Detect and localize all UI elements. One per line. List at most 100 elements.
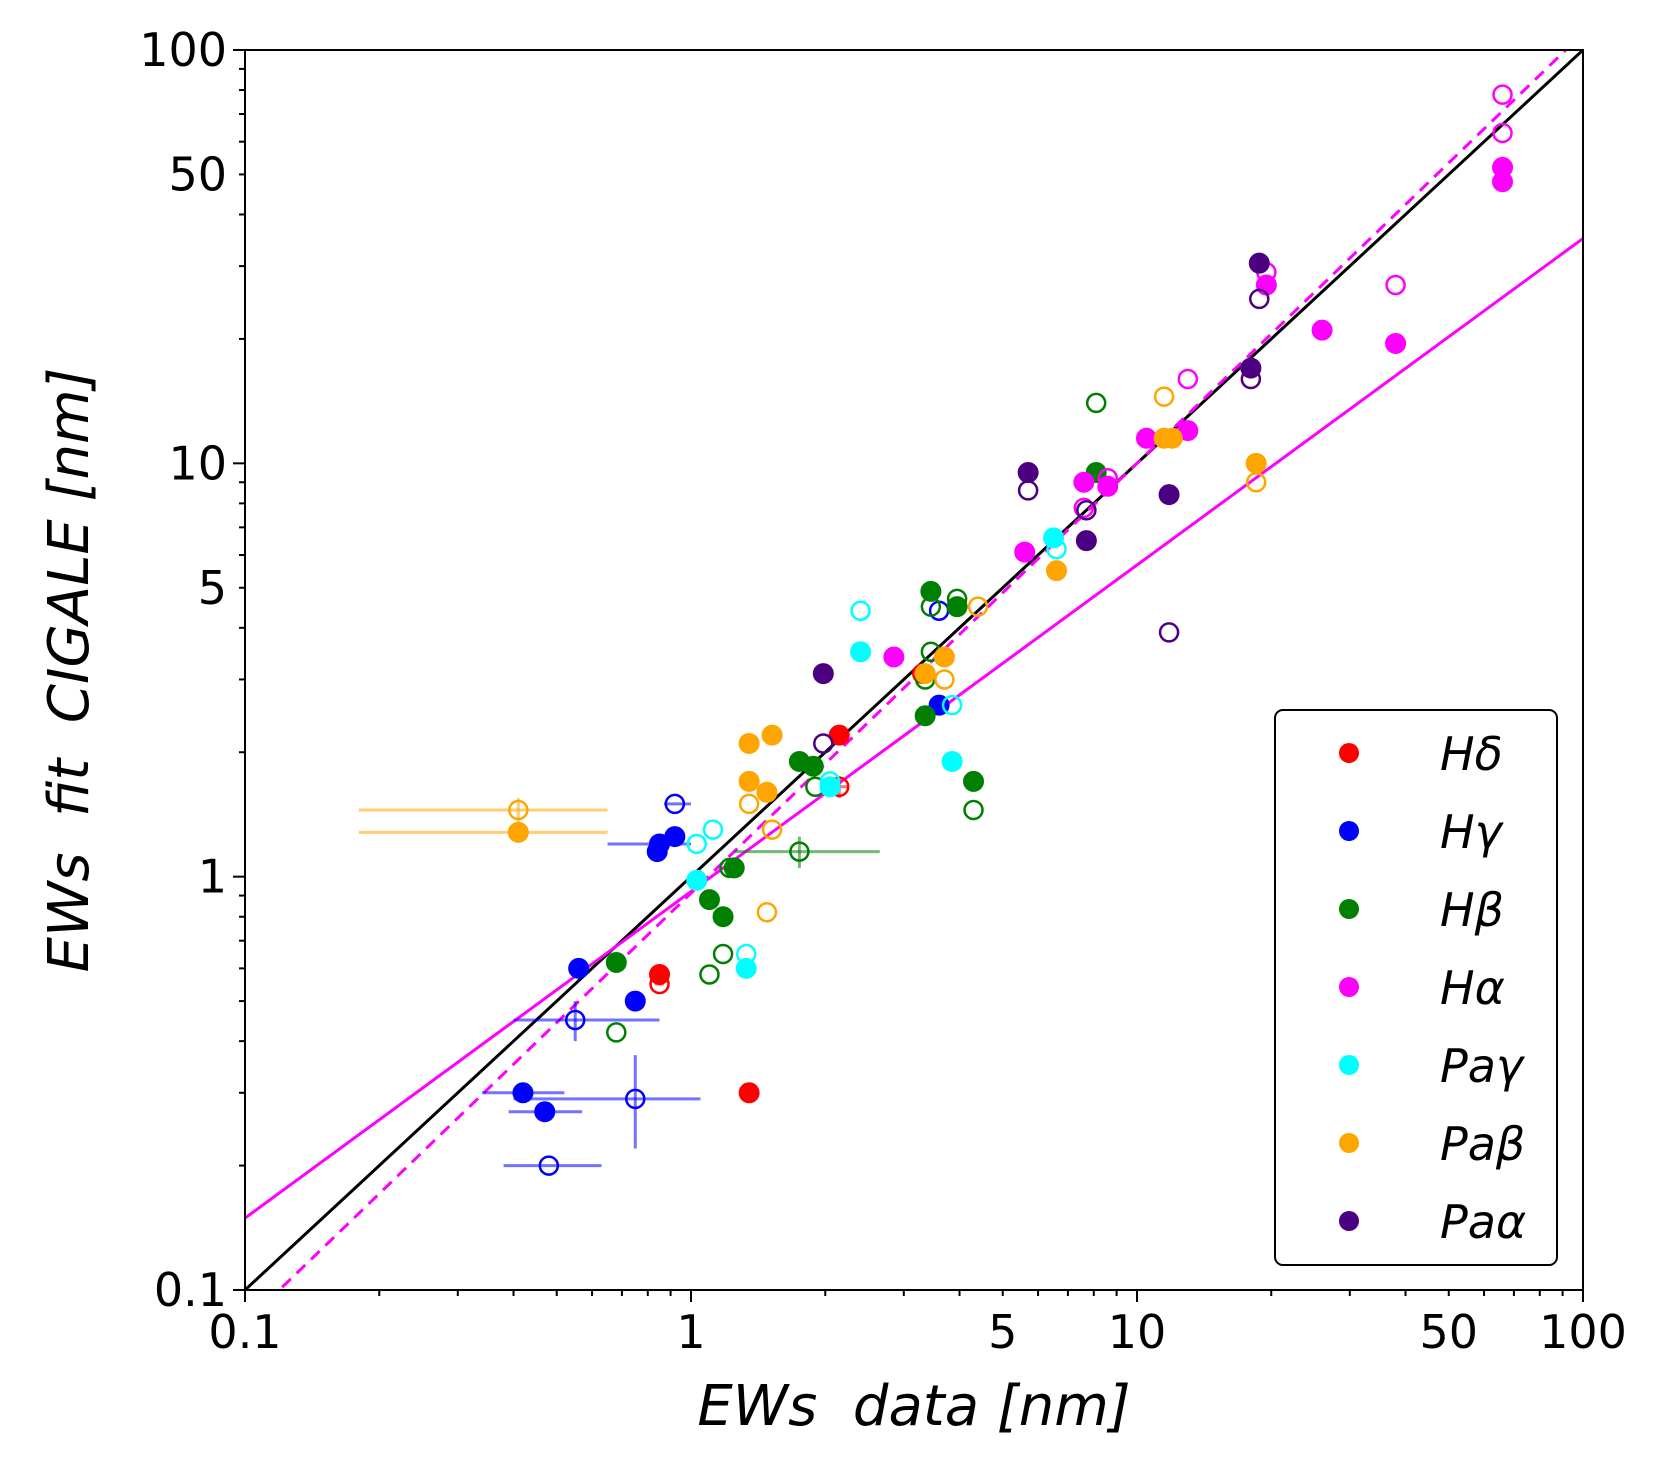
data-point-open-4-12 xyxy=(1046,538,1067,560)
data-point-3-7 xyxy=(1311,319,1333,341)
data-point-3-10 xyxy=(1492,156,1514,178)
data-point-open-2-22 xyxy=(1085,392,1107,414)
data-point-2-3 xyxy=(723,857,745,879)
data-point-open-4-9 xyxy=(819,771,841,792)
data-point-open-1-10 xyxy=(625,1088,646,1110)
legend-marker-1 xyxy=(1339,821,1359,841)
data-point-1-1 xyxy=(534,1101,556,1123)
data-point-3-4 xyxy=(1135,427,1157,449)
data-point-2-1 xyxy=(698,889,720,911)
x-tick-label-5: 100 xyxy=(1539,1305,1627,1359)
data-point-open-2-19 xyxy=(920,596,942,617)
data-point-open-5-14 xyxy=(761,819,783,840)
y-axis-label: EWs fit CIGALE [nm] xyxy=(37,368,102,973)
legend-marker-5 xyxy=(1339,1133,1359,1153)
data-point-4-0 xyxy=(686,869,708,891)
data-point-open-3-17 xyxy=(1492,84,1513,105)
data-point-open-2-21 xyxy=(963,799,984,821)
data-point-2-7 xyxy=(920,580,942,602)
data-point-open-5-16 xyxy=(967,596,989,617)
data-point-2-9 xyxy=(963,770,985,792)
data-point-0-1 xyxy=(828,724,850,746)
data-point-4-1 xyxy=(735,957,757,979)
data-point-open-1-12 xyxy=(664,793,686,815)
data-point-open-3-15 xyxy=(1385,274,1406,296)
x-tick-label-4: 50 xyxy=(1419,1305,1478,1359)
data-point-open-1-9 xyxy=(564,1009,586,1031)
data-point-3-2 xyxy=(1073,471,1095,493)
data-point-2-2 xyxy=(712,906,734,928)
data-point-5-10 xyxy=(1161,427,1183,449)
y-tick-label-5: 100 xyxy=(139,23,227,77)
data-point-open-4-7 xyxy=(702,819,724,840)
data-point-4-5 xyxy=(1043,527,1065,549)
data-point-2-6 xyxy=(914,705,936,727)
data-point-1-3 xyxy=(624,990,646,1012)
data-point-open-2-20 xyxy=(946,588,968,610)
data-point-5-0 xyxy=(507,821,529,843)
data-point-open-2-11 xyxy=(606,1022,627,1043)
data-point-open-6-6 xyxy=(813,733,834,754)
data-point-4-4 xyxy=(941,750,963,772)
legend-marker-3 xyxy=(1339,977,1359,997)
data-point-4-3 xyxy=(850,641,872,663)
x-axis-label: EWs data [nm] xyxy=(697,1374,1130,1439)
legend-box xyxy=(1274,709,1558,1266)
x-tick-label-2: 5 xyxy=(988,1305,1017,1359)
data-point-open-4-11 xyxy=(941,694,963,716)
x-tick-label-0: 0.1 xyxy=(208,1305,281,1359)
data-point-open-5-17 xyxy=(1153,386,1175,407)
data-point-6-3 xyxy=(1158,484,1180,506)
data-point-5-2 xyxy=(738,732,760,754)
data-point-open-5-15 xyxy=(934,669,955,690)
data-point-open-3-16 xyxy=(1492,122,1513,144)
data-point-open-5-13 xyxy=(756,902,778,923)
data-point-open-6-10 xyxy=(1240,368,1262,390)
legend-marker-2 xyxy=(1339,899,1359,919)
data-point-1-0 xyxy=(512,1082,534,1104)
legend: Hδ Hγ Hβ Hα Paγ Paβ Paα xyxy=(1274,709,1558,1266)
legend-label-6: Paα xyxy=(1440,1195,1526,1249)
data-point-open-6-7 xyxy=(1017,480,1039,501)
legend-marker-6 xyxy=(1339,1211,1359,1231)
data-point-3-0 xyxy=(883,646,905,668)
data-point-5-9 xyxy=(1245,452,1267,474)
data-point-6-2 xyxy=(1075,530,1097,552)
data-point-0-2 xyxy=(738,1082,760,1104)
data-markers xyxy=(507,84,1514,1176)
data-point-5-3 xyxy=(756,781,778,803)
legend-label-4: Paγ xyxy=(1440,1039,1526,1093)
fit-line-1 xyxy=(245,236,1583,1220)
data-point-open-6-8 xyxy=(1076,500,1097,521)
y-tick-label-0: 0.1 xyxy=(154,1263,227,1317)
data-point-open-5-18 xyxy=(1245,471,1267,493)
data-point-open-5-12 xyxy=(738,793,760,815)
data-point-open-1-11 xyxy=(649,833,670,855)
data-point-4-2 xyxy=(819,776,841,798)
data-point-1-2 xyxy=(568,957,590,979)
data-point-3-1 xyxy=(1014,541,1036,563)
data-point-open-3-12 xyxy=(1097,468,1119,489)
data-point-3-8 xyxy=(1385,332,1407,354)
legend-label-5: Paβ xyxy=(1440,1117,1525,1171)
data-point-6-5 xyxy=(1248,252,1270,274)
data-point-open-2-15 xyxy=(789,841,810,862)
legend-marker-4 xyxy=(1339,1055,1359,1075)
data-point-6-1 xyxy=(1017,462,1039,484)
data-point-5-6 xyxy=(933,646,955,668)
data-point-open-3-11 xyxy=(1073,497,1095,519)
data-point-6-0 xyxy=(812,663,834,685)
data-point-open-6-9 xyxy=(1158,622,1180,643)
data-point-open-6-11 xyxy=(1249,288,1270,310)
data-point-open-2-14 xyxy=(719,857,740,879)
data-point-open-5-11 xyxy=(508,799,529,821)
legend-label-3: Hα xyxy=(1440,961,1505,1015)
plot-frame xyxy=(244,49,1584,1291)
y-tick-label-3: 10 xyxy=(168,436,227,490)
data-point-open-0-3 xyxy=(649,973,670,995)
legend-label-1: Hγ xyxy=(1440,805,1505,859)
data-point-6-4 xyxy=(1240,357,1262,379)
tick-labels: 0.1 1 5 10 50 100 0.1 1 5 10 50 100 xyxy=(139,23,1627,1359)
legend-label-0: Hδ xyxy=(1440,727,1503,781)
